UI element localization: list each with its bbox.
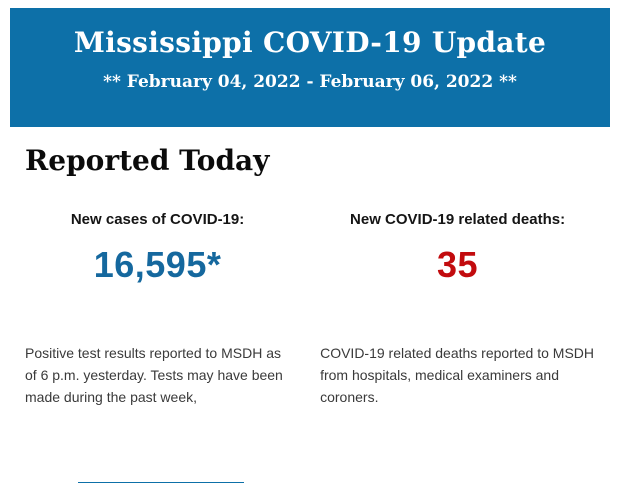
new-cases-label: New cases of COVID-19: bbox=[70, 211, 245, 228]
new-cases-value: 16,595* bbox=[93, 244, 222, 285]
new-deaths-value: 35 bbox=[437, 244, 479, 285]
new-cases-note: Positive test results reported to MSDH a… bbox=[25, 345, 283, 405]
date-range: ** February 04, 2022 - February 06, 2022… bbox=[103, 72, 517, 92]
new-cases-stat: New cases of COVID-19: 16,595* Positive … bbox=[25, 211, 290, 408]
email-body: Mississippi COVID-19 Update ** February … bbox=[0, 8, 620, 483]
stats-row: New cases of COVID-19: 16,595* Positive … bbox=[25, 211, 595, 408]
reported-today-section: Reported Today New cases of COVID-19: 16… bbox=[0, 142, 620, 408]
new-deaths-stat: New COVID-19 related deaths: 35 COVID-19… bbox=[320, 211, 595, 408]
page-title: Mississippi COVID-19 Update bbox=[73, 26, 547, 59]
section-title: Reported Today bbox=[25, 144, 270, 177]
new-deaths-label: New COVID-19 related deaths: bbox=[350, 211, 566, 228]
new-deaths-note: COVID-19 related deaths reported to MSDH… bbox=[320, 345, 594, 405]
header-banner: Mississippi COVID-19 Update ** February … bbox=[10, 8, 610, 127]
